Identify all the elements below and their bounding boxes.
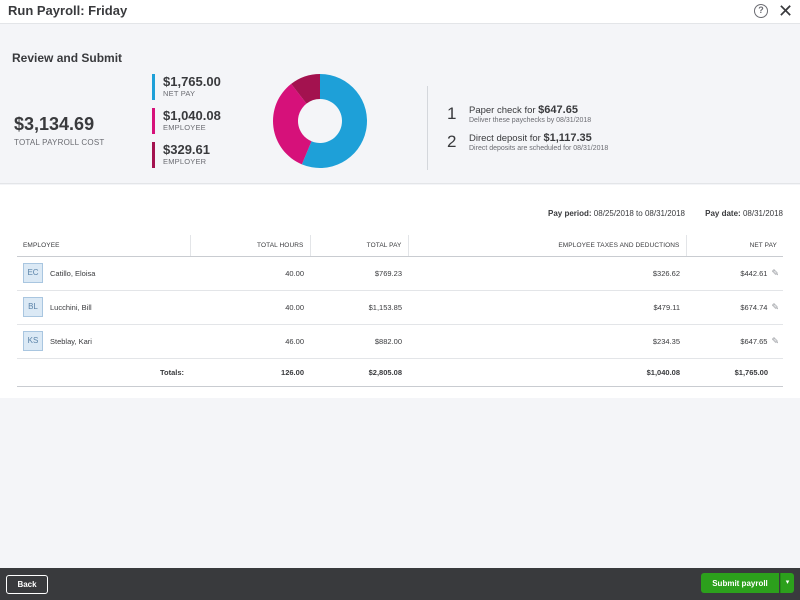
table-row[interactable]: KS Steblay, Kari 46.00 $882.00 $234.35 $6… [17, 324, 783, 359]
avatar: KS [23, 331, 43, 351]
total-hours: 40.00 [190, 290, 310, 325]
chevron-down-icon[interactable]: ▾ [780, 573, 794, 593]
employee-name: Steblay, Kari [50, 336, 92, 346]
payroll-donut-chart [273, 74, 367, 168]
section-heading: Review and Submit [12, 51, 123, 65]
pay-period-value: 08/25/2018 to 08/31/2018 [593, 209, 685, 218]
employer-stat: $329.61 EMPLOYER [152, 142, 210, 168]
pay-date-value: 08/31/2018 [742, 209, 783, 218]
net-pay: $647.65 [740, 336, 768, 346]
avatar: EC [23, 263, 43, 283]
employee-amount: $1,040.08 [163, 108, 221, 123]
table-header-row: EMPLOYEE TOTAL HOURS TOTAL PAY EMPLOYEE … [17, 235, 783, 257]
submit-payroll-button[interactable]: Submit payroll [701, 573, 779, 593]
col-total-pay[interactable]: TOTAL PAY [310, 235, 409, 257]
pencil-icon[interactable]: ✎ [771, 335, 779, 346]
employee-label: EMPLOYEE [163, 123, 206, 132]
col-employee[interactable]: EMPLOYEE [17, 235, 191, 257]
total-payroll-cost-label: TOTAL PAYROLL COST [14, 138, 105, 147]
pencil-icon[interactable]: ✎ [771, 301, 779, 312]
modal-footer: Back Submit payroll ▾ [0, 568, 800, 600]
close-icon[interactable]: ✕ [778, 1, 794, 21]
delivery-number: 2 [447, 132, 457, 151]
col-taxes-deductions[interactable]: EMPLOYEE TAXES AND DEDUCTIONS [408, 235, 687, 257]
vertical-divider [427, 86, 428, 170]
employer-slice [291, 74, 320, 104]
taxes-deductions: $326.62 [408, 256, 686, 291]
employee-slice [273, 83, 312, 165]
totals-row: Totals: 126.00 $2,805.08 $1,040.08 $1,76… [17, 357, 783, 387]
net-pay: $442.61 [740, 268, 768, 278]
net-pay: $674.74 [740, 302, 768, 312]
total-pay: $882.00 [310, 324, 408, 359]
pay-date: Pay date: 08/31/2018 [705, 209, 783, 218]
col-total-hours[interactable]: TOTAL HOURS [190, 235, 311, 257]
delivery-amount: $647.65 [538, 104, 578, 116]
totals-label: Totals: [17, 357, 190, 387]
taxes-deductions: $234.35 [408, 324, 686, 359]
table-row[interactable]: BL Lucchini, Bill 40.00 $1,153.85 $479.11… [17, 290, 783, 325]
employee-name: Lucchini, Bill [50, 302, 92, 312]
delivery-number: 1 [447, 104, 457, 123]
totals-net: $1,765.00 [686, 357, 783, 387]
total-pay: $769.23 [310, 256, 408, 291]
delivery-main: Paper check for $647.65 [469, 104, 578, 117]
pay-period-label: Pay period: [547, 209, 592, 218]
total-hours: 46.00 [190, 324, 310, 359]
delivery-note: Direct deposits are scheduled for 08/31/… [469, 145, 609, 152]
help-icon[interactable]: ? [754, 4, 768, 18]
delivery-text: Paper check for [469, 105, 539, 116]
total-hours: 40.00 [190, 256, 310, 291]
back-button[interactable]: Back [6, 575, 48, 594]
delivery-note: Deliver these paychecks by 08/31/2018 [469, 117, 592, 124]
pencil-icon[interactable]: ✎ [771, 267, 779, 278]
net-pay-amount: $1,765.00 [163, 74, 221, 89]
payroll-table-section: Pay period: 08/25/2018 to 08/31/2018 Pay… [0, 185, 800, 398]
pay-date-label: Pay date: [705, 209, 741, 218]
totals-taxes: $1,040.08 [408, 357, 686, 387]
employee-stat: $1,040.08 EMPLOYEE [152, 108, 221, 134]
totals-hours: 126.00 [190, 357, 310, 387]
employer-amount: $329.61 [163, 142, 210, 157]
net-pay-label: NET PAY [163, 89, 196, 98]
taxes-deductions: $479.11 [408, 290, 686, 325]
employee-name: Catillo, Eloisa [50, 268, 96, 278]
page-title: Run Payroll: Friday [8, 3, 128, 18]
avatar: BL [23, 297, 43, 317]
total-payroll-cost: $3,134.69 [14, 114, 95, 134]
delivery-amount: $1,117.35 [543, 132, 592, 144]
table-row[interactable]: EC Catillo, Eloisa 40.00 $769.23 $326.62 … [17, 256, 783, 291]
delivery-main: Direct deposit for $1,117.35 [469, 132, 592, 145]
net-pay-stat: $1,765.00 NET PAY [152, 74, 221, 100]
employer-label: EMPLOYER [163, 157, 207, 166]
delivery-text: Direct deposit for [469, 133, 544, 144]
totals-pay: $2,805.08 [310, 357, 408, 387]
net-pay-slice [301, 74, 367, 168]
payroll-summary: Review and Submit $3,134.69 TOTAL PAYROL… [0, 24, 800, 184]
total-pay: $1,153.85 [310, 290, 408, 325]
col-net-pay[interactable]: NET PAY [686, 235, 783, 257]
modal-header: Run Payroll: Friday ? ✕ [0, 0, 800, 24]
payroll-table: EMPLOYEE TOTAL HOURS TOTAL PAY EMPLOYEE … [17, 235, 783, 387]
pay-period: Pay period: 08/25/2018 to 08/31/2018 [548, 209, 685, 218]
